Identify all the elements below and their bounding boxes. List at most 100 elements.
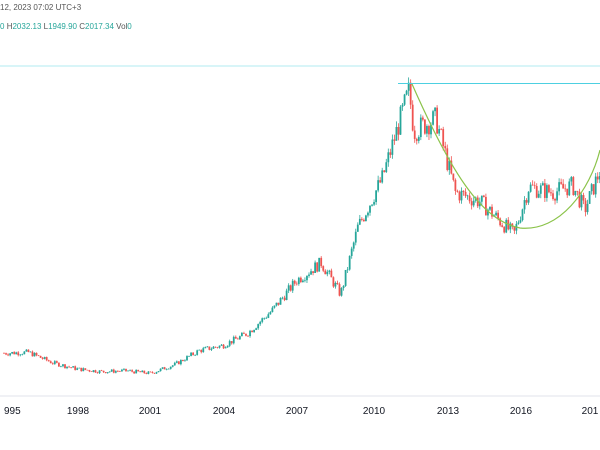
candle-body <box>324 270 327 275</box>
candle-body <box>454 179 457 191</box>
candle-body <box>267 314 270 318</box>
candle-body <box>175 361 178 363</box>
candle-body <box>513 226 516 231</box>
candle-body <box>426 126 428 134</box>
candle-body <box>568 181 571 196</box>
candle-body <box>293 280 296 284</box>
x-tick-label: 2010 <box>363 406 386 417</box>
candle-body <box>80 367 83 372</box>
candle-body <box>371 204 373 206</box>
candle-body <box>202 348 205 353</box>
candle-body <box>220 344 223 346</box>
candle-body <box>546 185 548 198</box>
candle-body <box>112 369 115 373</box>
candle-body <box>419 117 422 138</box>
candle-body <box>155 372 158 374</box>
candle-body <box>548 185 550 193</box>
candle-body <box>121 369 123 372</box>
candle-body <box>279 297 282 305</box>
candle-body <box>84 368 87 370</box>
candle-body <box>523 200 526 210</box>
candle-body <box>253 329 255 333</box>
candle-body <box>269 312 272 315</box>
candle-body <box>5 353 7 355</box>
candle-body <box>586 203 589 213</box>
candle-body <box>151 372 154 373</box>
candle-body <box>385 162 388 173</box>
candle-body <box>533 185 536 187</box>
candle-body <box>582 195 585 201</box>
candle-body <box>281 297 284 299</box>
candle-body <box>360 218 363 220</box>
candle-body <box>119 371 121 372</box>
candle-body <box>167 368 170 370</box>
candle-body <box>356 224 359 232</box>
candle-body <box>196 350 199 355</box>
candle-body <box>171 365 174 367</box>
volume-label: Vol <box>116 22 128 31</box>
candle-body <box>566 188 569 196</box>
candle-body <box>17 352 20 356</box>
candle-body <box>369 205 371 213</box>
candle-body <box>503 226 506 233</box>
candle-body <box>214 346 217 348</box>
candle-body <box>114 371 117 373</box>
candle-body <box>346 269 349 271</box>
candle-body <box>596 176 599 180</box>
candle-body <box>169 366 172 369</box>
candle-body <box>578 191 581 208</box>
candle-body <box>521 209 524 221</box>
candle-body <box>90 371 93 372</box>
candle-body <box>53 361 56 364</box>
candle-body <box>72 366 75 368</box>
candle-body <box>519 220 522 223</box>
candle-body <box>470 201 473 206</box>
candle-body <box>444 146 447 149</box>
candle-body <box>94 370 97 373</box>
candle-body <box>29 351 32 353</box>
candle-body <box>594 176 597 195</box>
candle-body <box>450 160 453 174</box>
candle-body <box>25 349 28 352</box>
candle-body <box>163 367 166 370</box>
candle-body <box>165 369 168 370</box>
x-tick-label: 2007 <box>286 406 309 417</box>
candles-group <box>3 77 600 375</box>
candle-body <box>489 206 491 210</box>
candle-body <box>210 348 213 350</box>
close-label: C <box>79 22 86 31</box>
candle-body <box>584 200 587 213</box>
candle-body <box>332 277 335 287</box>
candle-body <box>336 282 339 285</box>
candle-body <box>322 266 325 271</box>
candle-body <box>200 349 203 353</box>
candle-body <box>452 173 455 180</box>
candle-body <box>277 302 280 305</box>
candle-body <box>411 104 414 131</box>
candle-body <box>468 195 471 202</box>
candle-body <box>66 366 68 369</box>
candle-body <box>13 352 16 355</box>
candle-body <box>64 364 66 369</box>
candle-body <box>541 183 544 186</box>
candle-body <box>7 354 9 356</box>
low-label: L <box>43 22 49 31</box>
candle-body <box>190 352 192 356</box>
candle-body <box>517 222 520 224</box>
candle-body <box>482 195 485 197</box>
candle-body <box>226 345 229 348</box>
candle-body <box>177 361 180 365</box>
candle-body <box>308 274 310 276</box>
x-tick-label: 2004 <box>213 406 236 417</box>
candle-body <box>106 372 109 374</box>
candle-body <box>173 362 176 366</box>
x-tick-label: 2001 <box>139 406 162 417</box>
candle-body <box>598 176 600 180</box>
candle-body <box>141 370 144 373</box>
candle-body <box>338 284 341 296</box>
candle-body <box>247 335 249 337</box>
candle-body <box>149 371 152 373</box>
candle-body <box>464 191 467 196</box>
